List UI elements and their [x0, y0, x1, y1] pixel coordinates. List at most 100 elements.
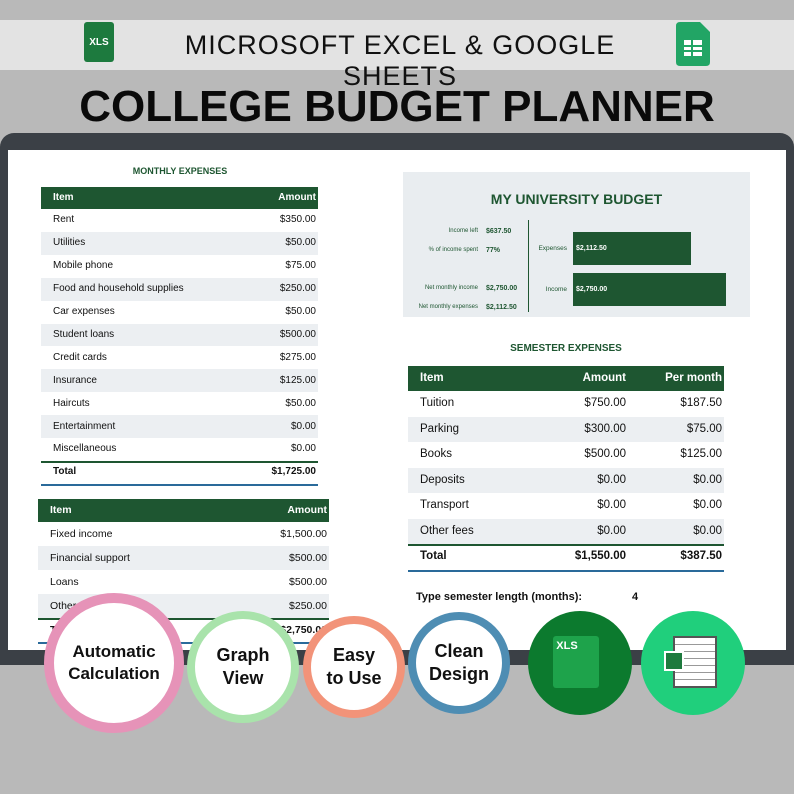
header-cell: Amount — [582, 371, 626, 384]
semester-length-label: Type semester length (months): — [416, 591, 583, 603]
body-cell: $0.00 — [693, 499, 722, 511]
body-cell: Loans — [50, 575, 79, 588]
feature-badge: Graph View — [187, 611, 299, 723]
header-cell: Item — [53, 192, 74, 203]
body-cell: $0.00 — [693, 524, 722, 537]
table-header — [408, 366, 724, 391]
body-cell: Food and household supplies — [53, 283, 184, 295]
total-line — [38, 618, 329, 620]
table-header — [38, 499, 329, 522]
bar-label: Income — [545, 286, 567, 293]
body-cell: $500.00 — [289, 551, 327, 564]
feature-badge: Clean Design — [408, 612, 510, 714]
semester-length-value: 4 — [632, 591, 639, 603]
table-row — [41, 300, 318, 324]
total-cell: Total — [53, 466, 77, 478]
table-row — [41, 346, 318, 370]
header-cell: Item — [50, 504, 72, 517]
feature-badge: Automatic Calculation — [44, 593, 184, 733]
body-cell: Credit cards — [53, 351, 107, 363]
main-title: COLLEGE BUDGET PLANNER — [79, 82, 715, 131]
body-cell: Insurance — [53, 374, 97, 386]
body-cell: Books — [420, 448, 452, 460]
stat-value: 77% — [486, 246, 501, 254]
table-row — [41, 323, 318, 347]
excel-label: XLS — [556, 640, 578, 652]
body-cell: $187.50 — [680, 397, 722, 409]
total-cell: Total — [420, 550, 447, 562]
body-cell: $275.00 — [279, 351, 316, 363]
body-cell: Other — [50, 599, 77, 612]
total-cell: $1,550.00 — [574, 550, 626, 562]
bar-label: Expenses — [538, 245, 567, 252]
body-cell: Entertainment — [53, 420, 116, 432]
body-cell: $0.00 — [597, 524, 626, 537]
bar — [573, 232, 691, 265]
stat-label: Net monthly income — [424, 285, 478, 291]
feature-badge: Easy to Use — [303, 616, 405, 718]
body-cell: Student loans — [53, 328, 115, 340]
stat-label: Net monthly expenses — [418, 304, 478, 310]
bar — [573, 273, 726, 306]
excel-doc — [553, 636, 599, 688]
stat-label: % of income spent — [428, 247, 478, 253]
total-cell: $2,750.00 — [280, 623, 327, 636]
bar-value-label: $2,750.00 — [576, 286, 608, 293]
dashboard-title: MY UNIVERSITY BUDGET — [490, 191, 663, 207]
body-cell: $50.00 — [285, 237, 316, 249]
table-row — [41, 392, 318, 416]
table-row — [408, 442, 724, 468]
body-cell: $500.00 — [584, 448, 626, 460]
table-row — [38, 522, 329, 546]
body-cell: $125.00 — [680, 448, 722, 460]
dashboard-axis — [528, 220, 529, 312]
table-row — [41, 209, 318, 232]
table-row — [408, 518, 724, 544]
header-cell: Amount — [287, 504, 327, 517]
body-cell: Haircuts — [53, 397, 90, 409]
total-line — [41, 460, 318, 463]
body-cell: Financial support — [50, 551, 130, 564]
total-line — [38, 642, 329, 644]
body-cell: $250.00 — [289, 599, 327, 612]
body-cell: Rent — [53, 214, 75, 226]
body-cell: $750.00 — [584, 397, 626, 409]
total-line — [408, 569, 724, 572]
total-line — [41, 483, 318, 486]
body-cell: $0.00 — [597, 473, 626, 486]
monthly-title: MONTHLY EXPENSES — [132, 166, 228, 176]
body-cell: Fixed income — [50, 527, 113, 540]
body-cell: $0.00 — [597, 499, 626, 511]
stat-value: $2,112.50 — [486, 303, 517, 311]
table-row — [408, 416, 724, 442]
body-cell: Parking — [420, 422, 459, 435]
body-cell: $300.00 — [584, 422, 626, 435]
table-row — [408, 391, 724, 417]
body-cell: Tuition — [420, 397, 455, 409]
banner-text: MICROSOFT EXCEL & GOOGLE SHEETS — [184, 30, 616, 91]
body-cell: $500.00 — [279, 328, 316, 340]
sheets-icon — [676, 22, 710, 66]
bar-value-label: $2,112.50 — [576, 245, 607, 252]
body-cell: $125.00 — [279, 374, 316, 386]
body-cell: $250.00 — [279, 283, 316, 295]
table-row — [38, 570, 329, 594]
total-cell: $387.50 — [680, 550, 722, 562]
table-row — [408, 493, 724, 519]
stat-value: $637.50 — [486, 227, 512, 235]
body-cell: $75.00 — [686, 422, 722, 435]
table-row — [41, 438, 318, 461]
body-cell: $50.00 — [285, 397, 316, 409]
table-row — [41, 254, 318, 278]
body-cell: $1,500.00 — [280, 527, 327, 540]
body-cell: $0.00 — [290, 420, 316, 432]
table-row — [41, 231, 318, 255]
body-cell: $350.00 — [279, 214, 316, 226]
table-row — [408, 467, 724, 493]
table-header — [41, 187, 318, 209]
body-cell: $500.00 — [289, 575, 327, 588]
body-cell: Utilities — [53, 237, 86, 249]
table-row — [38, 546, 329, 570]
total-line — [408, 544, 724, 546]
